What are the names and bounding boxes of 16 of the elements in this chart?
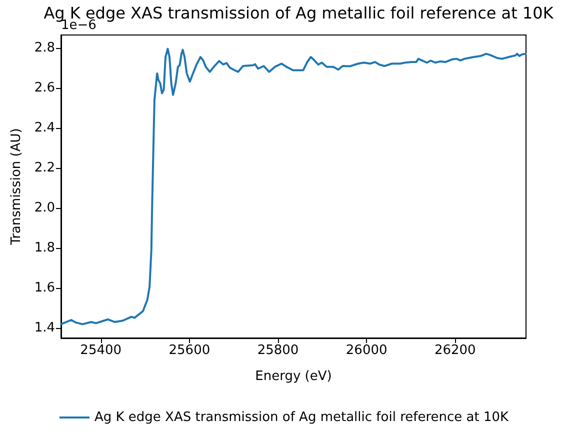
x-tick-label: 25400: [80, 343, 122, 358]
x-axis-title: Energy (eV): [255, 369, 332, 384]
legend-label: Ag K edge XAS transmission of Ag metallic foil reference at 10K: [94, 410, 510, 425]
y-axis-title: Transmission (AU): [9, 128, 24, 246]
y-tick-label: 1.6: [34, 280, 55, 296]
y-tick-label: 2.4: [34, 120, 55, 136]
y-tick-label: 2.2: [34, 160, 55, 176]
y-tick-label: 1.8: [34, 240, 55, 256]
y-tick-label: 2.6: [34, 80, 55, 96]
y-tick-label: 2.0: [34, 200, 55, 216]
y-tick-label: 1.4: [34, 320, 55, 336]
x-tick-label: 26200: [434, 343, 476, 358]
x-tick-label: 25800: [257, 343, 299, 358]
y-tick-label: 2.8: [34, 40, 55, 56]
x-tick-label: 26000: [346, 343, 388, 358]
x-tick-label: 25600: [168, 343, 210, 358]
